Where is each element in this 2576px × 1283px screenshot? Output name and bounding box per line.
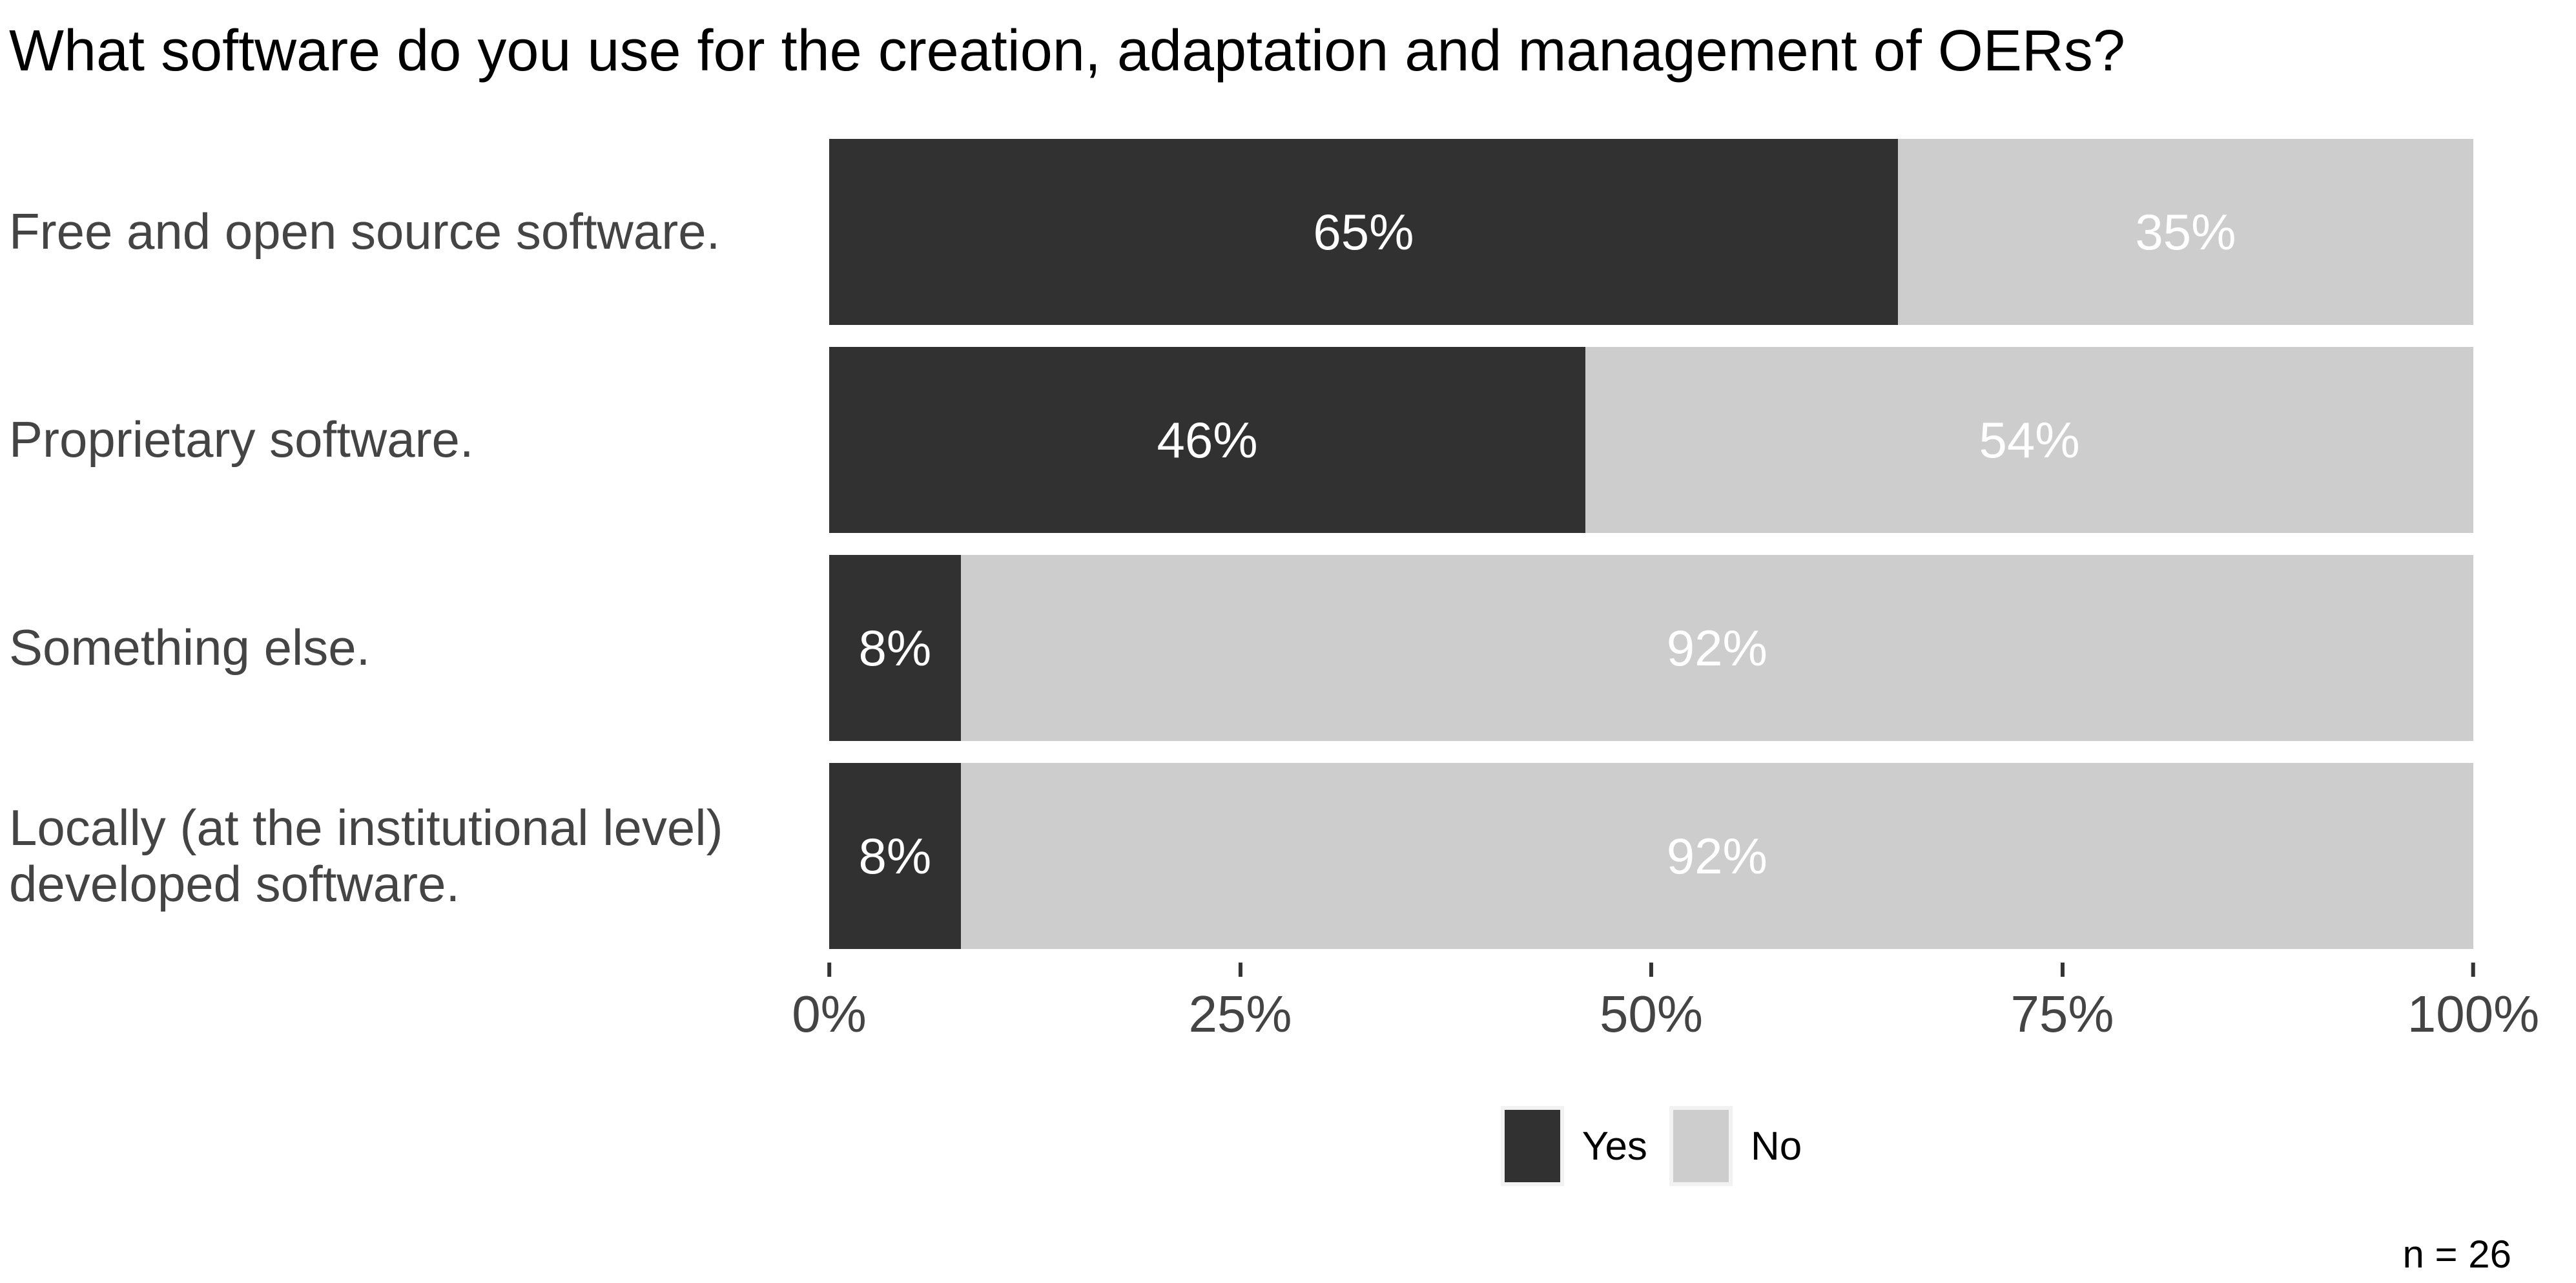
tick-mark: [1238, 963, 1242, 977]
bar-segment-no: 54%: [1585, 347, 2473, 533]
bar-value-label: 8%: [858, 619, 932, 676]
tick-mark: [2471, 963, 2475, 977]
plot-area: Free and open source software. 65% 35% P…: [0, 139, 2473, 971]
category-label: Locally (at the institutional level) dev…: [9, 798, 723, 912]
x-axis-tick: 50%: [1600, 963, 1703, 1044]
tick-mark: [827, 963, 831, 977]
bar-value-label: 35%: [2135, 203, 2236, 260]
bar: 46% 54%: [829, 347, 2473, 533]
legend: Yes No: [829, 1106, 2473, 1186]
x-axis-tick: 25%: [1188, 963, 1292, 1044]
bar-value-label: 92%: [1666, 619, 1767, 676]
tick-label: 75%: [2010, 985, 2114, 1043]
bar-value-label: 65%: [1313, 203, 1414, 260]
chart-title: What software do you use for the creatio…: [9, 19, 2125, 83]
bar-row: Free and open source software. 65% 35%: [0, 139, 2473, 325]
legend-label: Yes: [1582, 1123, 1647, 1169]
sample-size-label: n = 26: [2402, 1233, 2512, 1276]
legend-item-no: No: [1669, 1106, 1802, 1186]
bar-row: Locally (at the institutional level) dev…: [0, 763, 2473, 949]
bar-row: Something else. 8% 92%: [0, 555, 2473, 741]
category-label: Proprietary software.: [9, 411, 474, 468]
tick-mark: [1649, 963, 1653, 977]
bar: 8% 92%: [829, 555, 2473, 741]
category-label: Free and open source software.: [9, 203, 721, 260]
bar-segment-no: 92%: [960, 555, 2473, 741]
bar: 65% 35%: [829, 139, 2473, 325]
x-axis: 0% 25% 50% 75% 100%: [792, 963, 2539, 1053]
bar-value-label: 54%: [1979, 411, 2080, 468]
bar-segment-yes: 8%: [829, 763, 961, 949]
legend-label: No: [1750, 1123, 1802, 1169]
bar: 8% 92%: [829, 763, 2473, 949]
bar-value-label: 8%: [858, 827, 932, 884]
bar-value-label: 46%: [1157, 411, 1258, 468]
x-axis-tick: 0%: [792, 963, 867, 1044]
legend-item-yes: Yes: [1500, 1106, 1647, 1186]
category-label: Something else.: [9, 619, 371, 676]
tick-mark: [2060, 963, 2065, 977]
bar-segment-yes: 8%: [829, 555, 961, 741]
tick-label: 25%: [1188, 985, 1292, 1043]
bar-segment-yes: 65%: [829, 139, 1898, 325]
bar-segment-yes: 46%: [829, 347, 1586, 533]
bar-segment-no: 92%: [960, 763, 2473, 949]
legend-swatch-no: [1669, 1106, 1733, 1186]
tick-label: 100%: [2407, 985, 2540, 1043]
legend-swatch-yes: [1500, 1106, 1564, 1186]
bar-value-label: 92%: [1666, 827, 1767, 884]
x-axis-tick: 100%: [2407, 963, 2540, 1044]
x-axis-tick: 75%: [2010, 963, 2114, 1044]
tick-label: 0%: [792, 985, 867, 1043]
tick-label: 50%: [1599, 985, 1704, 1043]
bar-row: Proprietary software. 46% 54%: [0, 347, 2473, 533]
bar-segment-no: 35%: [1897, 139, 2473, 325]
